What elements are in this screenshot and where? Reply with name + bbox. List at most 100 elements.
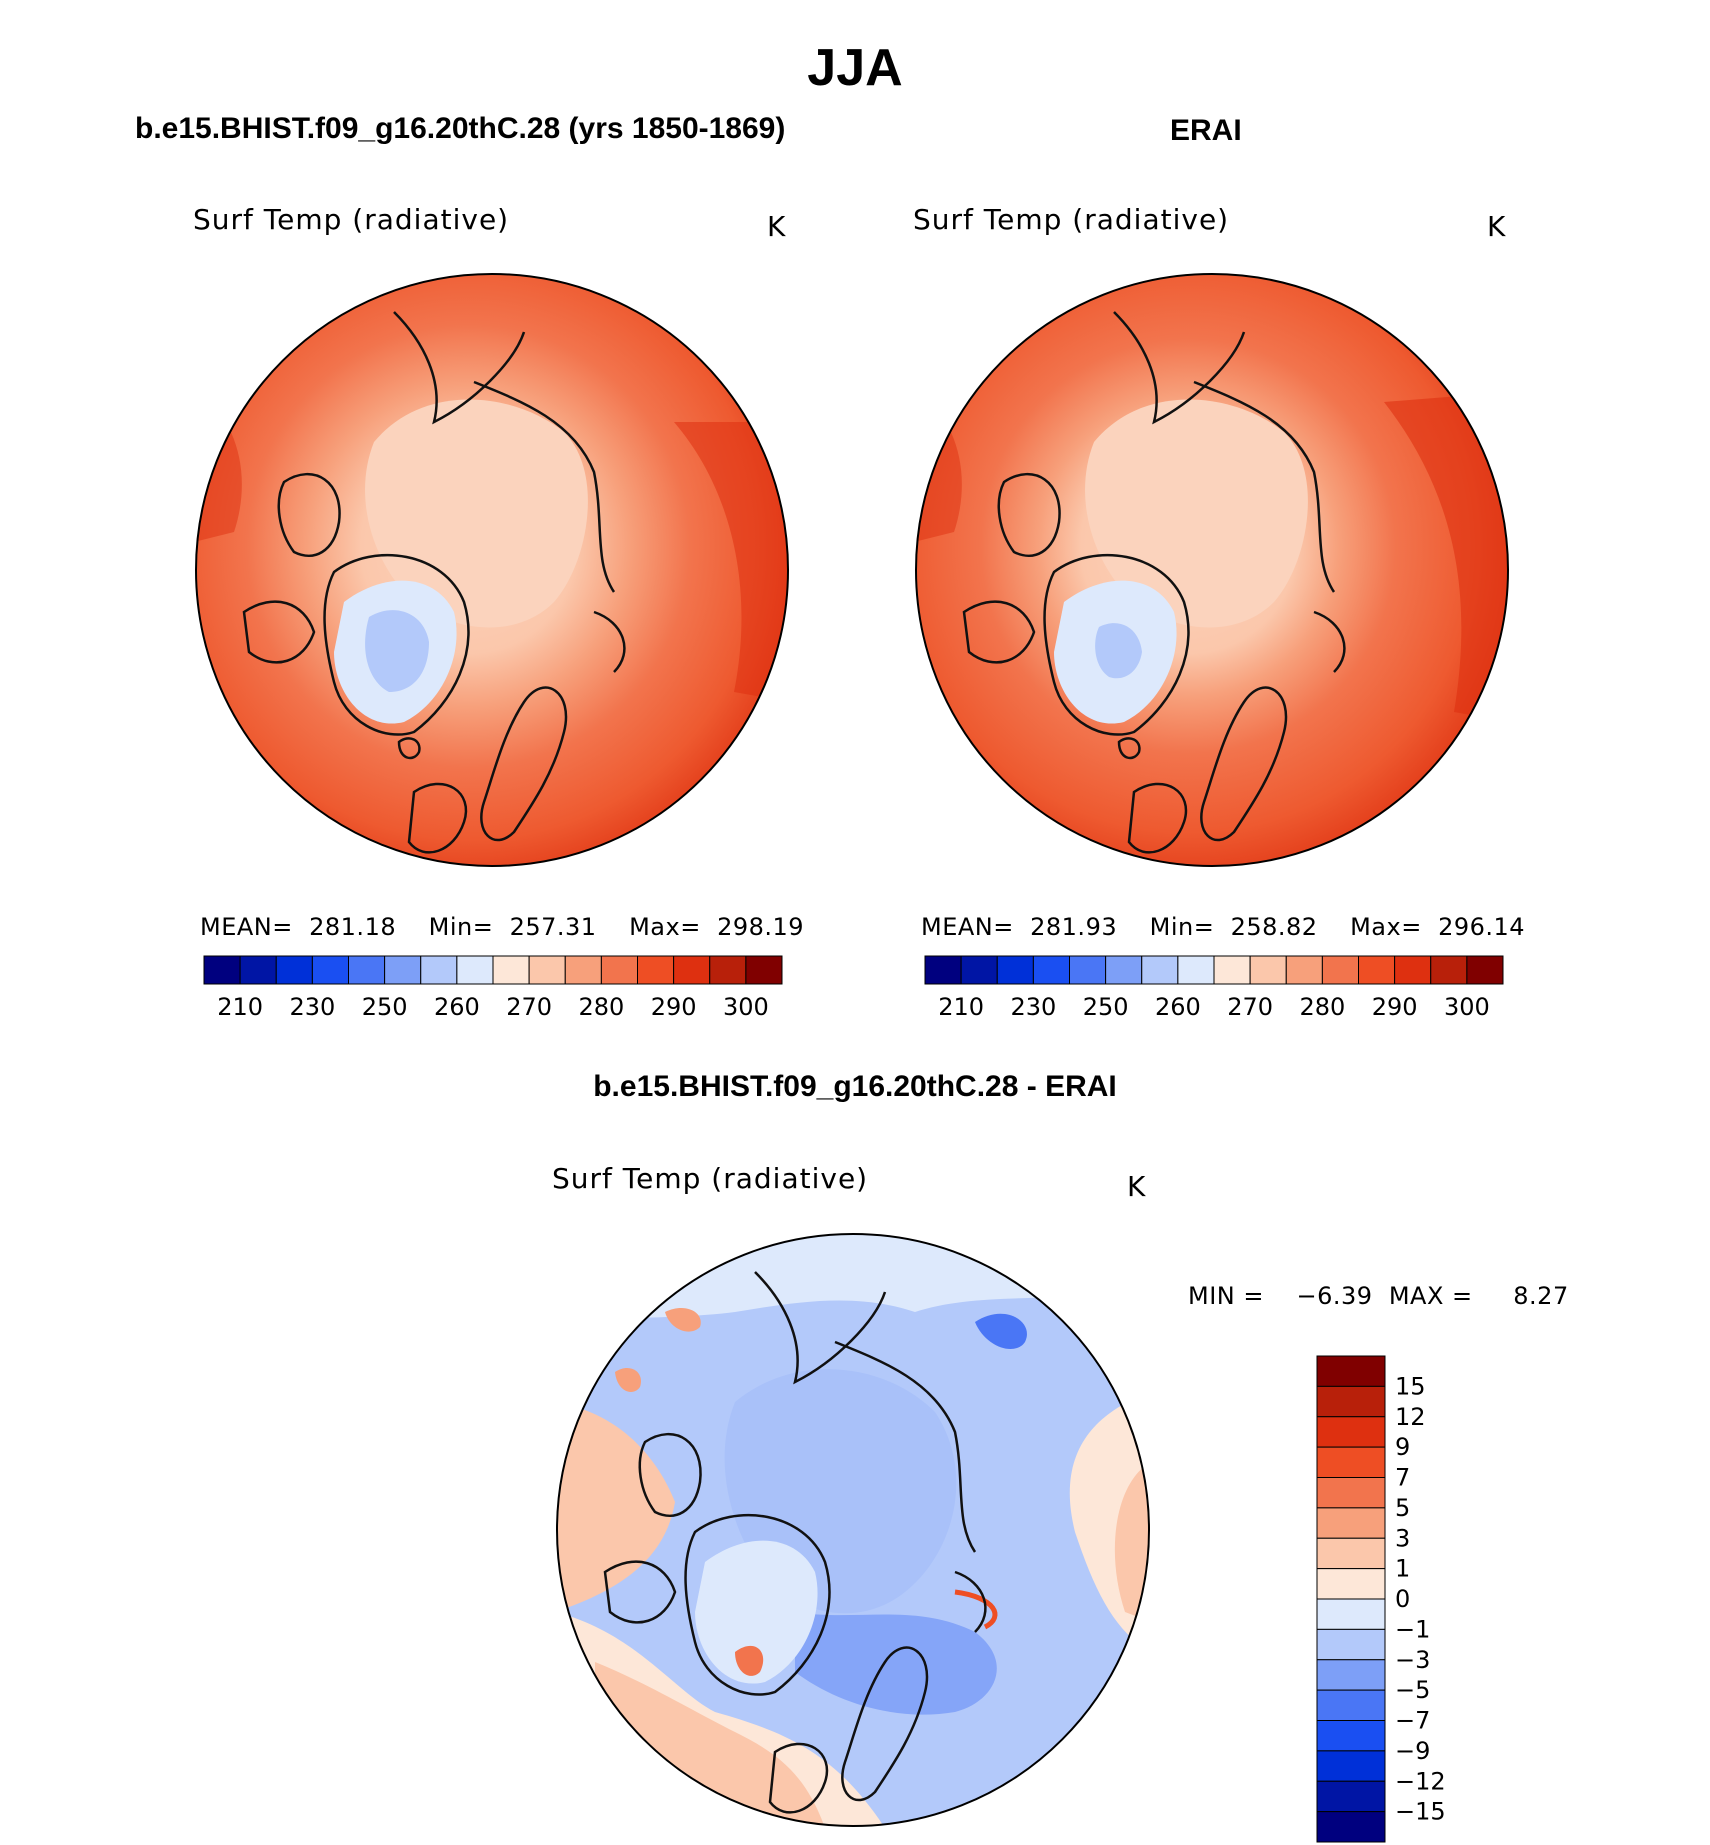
diff-panel-title: b.e15.BHIST.f09_g16.20thC.28 - ERAI bbox=[593, 1070, 1117, 1103]
left-colorbar-box bbox=[745, 955, 783, 985]
diff-colorbar-tick-label: 7 bbox=[1395, 1464, 1410, 1492]
diff-colorbar-tick-label: −9 bbox=[1395, 1737, 1430, 1765]
diff-colorbar-tick-label: 9 bbox=[1395, 1433, 1410, 1461]
diff-colorbar-box bbox=[1316, 1598, 1386, 1630]
right-map bbox=[915, 273, 1509, 867]
diff-colorbar-box bbox=[1316, 1659, 1386, 1691]
right-colorbar-tick-label: 210 bbox=[938, 993, 984, 1021]
right-colorbar-box bbox=[1213, 955, 1251, 985]
diff-colorbar-box bbox=[1316, 1568, 1386, 1600]
left-colorbar-box bbox=[564, 955, 602, 985]
left-colorbar-box bbox=[311, 955, 349, 985]
diff-colorbar-box bbox=[1316, 1780, 1386, 1813]
right-colorbar-box bbox=[1032, 955, 1070, 985]
diff-min-value: −6.39 bbox=[1296, 1282, 1373, 1310]
diff-units-label: K bbox=[1127, 1170, 1147, 1203]
left-colorbar-box bbox=[492, 955, 530, 985]
left-max-value: 298.19 bbox=[717, 913, 805, 941]
left-colorbar-tick-label: 230 bbox=[289, 993, 335, 1021]
left-colorbar-box bbox=[673, 955, 711, 985]
left-colorbar-box bbox=[384, 955, 422, 985]
diff-colorbar-box bbox=[1316, 1446, 1386, 1478]
right-units-label: K bbox=[1487, 210, 1507, 243]
left-colorbar-tick-label: 300 bbox=[723, 993, 769, 1021]
left-colorbar-tick-label: 280 bbox=[578, 993, 624, 1021]
diff-colorbar-box bbox=[1316, 1537, 1386, 1570]
right-variable-label: Surf Temp (radiative) bbox=[913, 203, 1230, 236]
right-colorbar-tick-label: 300 bbox=[1444, 993, 1490, 1021]
left-units-label: K bbox=[767, 210, 787, 243]
left-variable-label: Surf Temp (radiative) bbox=[193, 203, 510, 236]
right-max-value: 296.14 bbox=[1438, 913, 1526, 941]
left-map bbox=[195, 273, 789, 867]
diff-colorbar-box bbox=[1316, 1628, 1386, 1661]
right-colorbar-box bbox=[1249, 955, 1287, 985]
left-colorbar-tick-label: 290 bbox=[651, 993, 697, 1021]
left-colorbar-box bbox=[420, 955, 458, 985]
left-panel-title: b.e15.BHIST.f09_g16.20thC.28 (yrs 1850-1… bbox=[135, 112, 786, 145]
right-colorbar-box bbox=[1177, 955, 1215, 985]
figure-title: JJA bbox=[807, 39, 903, 97]
left-min-value: 257.31 bbox=[509, 913, 597, 941]
diff-colorbar: 15 129 753 10−1 −3−5 −7−9−12 −15 bbox=[1316, 1355, 1446, 1843]
diff-colorbar-tick-label: −15 bbox=[1395, 1798, 1446, 1826]
diff-colorbar-tick-label: −12 bbox=[1395, 1767, 1446, 1795]
left-stats: MEAN= 281.18 Min= 257.31 Max= 298.19 bbox=[200, 913, 804, 941]
right-panel-title: ERAI bbox=[1170, 114, 1242, 147]
diff-colorbar-tick-label: 5 bbox=[1395, 1494, 1410, 1522]
right-colorbar-box bbox=[1285, 955, 1323, 985]
right-colorbar-tick-label: 250 bbox=[1083, 993, 1129, 1021]
right-colorbar-tick-label: 280 bbox=[1299, 993, 1345, 1021]
left-colorbar-box bbox=[275, 955, 313, 985]
diff-colorbar-tick-label: −5 bbox=[1395, 1676, 1430, 1704]
left-colorbar-tick-label: 210 bbox=[217, 993, 263, 1021]
left-colorbar-box bbox=[637, 955, 675, 985]
diff-colorbar-tick-label: 15 bbox=[1395, 1372, 1426, 1400]
diff-colorbar-tick-label: −1 bbox=[1395, 1615, 1430, 1643]
right-stats: MEAN= 281.93 Min= 258.82 Max= 296.14 bbox=[921, 913, 1525, 941]
right-colorbar-tick-label: 270 bbox=[1227, 993, 1273, 1021]
diff-colorbar-box bbox=[1316, 1720, 1386, 1752]
diff-colorbar-box bbox=[1316, 1385, 1386, 1418]
left-colorbar-box bbox=[456, 955, 494, 985]
right-colorbar-box bbox=[996, 955, 1034, 985]
right-colorbar-box bbox=[1141, 955, 1179, 985]
left-colorbar-box bbox=[600, 955, 638, 985]
diff-colorbar-tick-label: 3 bbox=[1395, 1524, 1410, 1552]
diff-colorbar-tick-label: −7 bbox=[1395, 1707, 1430, 1735]
diff-variable-label: Surf Temp (radiative) bbox=[552, 1162, 869, 1195]
left-colorbar-box bbox=[709, 955, 747, 985]
diff-colorbar-box bbox=[1316, 1477, 1386, 1509]
right-colorbar-box bbox=[960, 955, 998, 985]
left-colorbar-box bbox=[528, 955, 566, 985]
diff-stats: MIN = −6.39 MAX = 8.27 bbox=[1188, 1282, 1569, 1310]
right-min-label: Min= bbox=[1149, 913, 1215, 941]
diff-colorbar-tick-label: 12 bbox=[1395, 1403, 1426, 1431]
diff-colorbar-tick-label: 1 bbox=[1395, 1555, 1410, 1583]
left-min-label: Min= bbox=[428, 913, 494, 941]
left-colorbar-tick-label: 260 bbox=[434, 993, 480, 1021]
left-colorbar-box bbox=[348, 955, 386, 985]
left-colorbar: 210 230 250 260 270 280 290 300 bbox=[203, 955, 783, 1021]
right-colorbar-tick-label: 260 bbox=[1155, 993, 1201, 1021]
left-colorbar-tick-label: 270 bbox=[506, 993, 552, 1021]
right-colorbar-tick-label: 230 bbox=[1010, 993, 1056, 1021]
right-colorbar-box bbox=[1105, 955, 1143, 985]
left-max-label: Max= bbox=[629, 913, 701, 941]
right-colorbar-box bbox=[1430, 955, 1468, 985]
left-colorbar-tick-label: 250 bbox=[362, 993, 408, 1021]
left-mean-value: 281.18 bbox=[309, 913, 397, 941]
right-mean-label: MEAN= bbox=[921, 913, 1014, 941]
right-colorbar-box bbox=[1321, 955, 1359, 985]
right-colorbar-box bbox=[1358, 955, 1396, 985]
left-colorbar-box bbox=[239, 955, 277, 985]
right-colorbar-tick-label: 290 bbox=[1372, 993, 1418, 1021]
right-mean-value: 281.93 bbox=[1030, 913, 1118, 941]
diff-map bbox=[556, 1233, 1150, 1827]
diff-colorbar-box bbox=[1316, 1689, 1386, 1721]
diff-colorbar-tick-label: −3 bbox=[1395, 1646, 1430, 1674]
diff-colorbar-box bbox=[1316, 1811, 1386, 1843]
left-mean-label: MEAN= bbox=[200, 913, 293, 941]
right-max-label: Max= bbox=[1350, 913, 1422, 941]
right-colorbar: 210 230 250 260 270 280 290 300 bbox=[924, 955, 1504, 1021]
